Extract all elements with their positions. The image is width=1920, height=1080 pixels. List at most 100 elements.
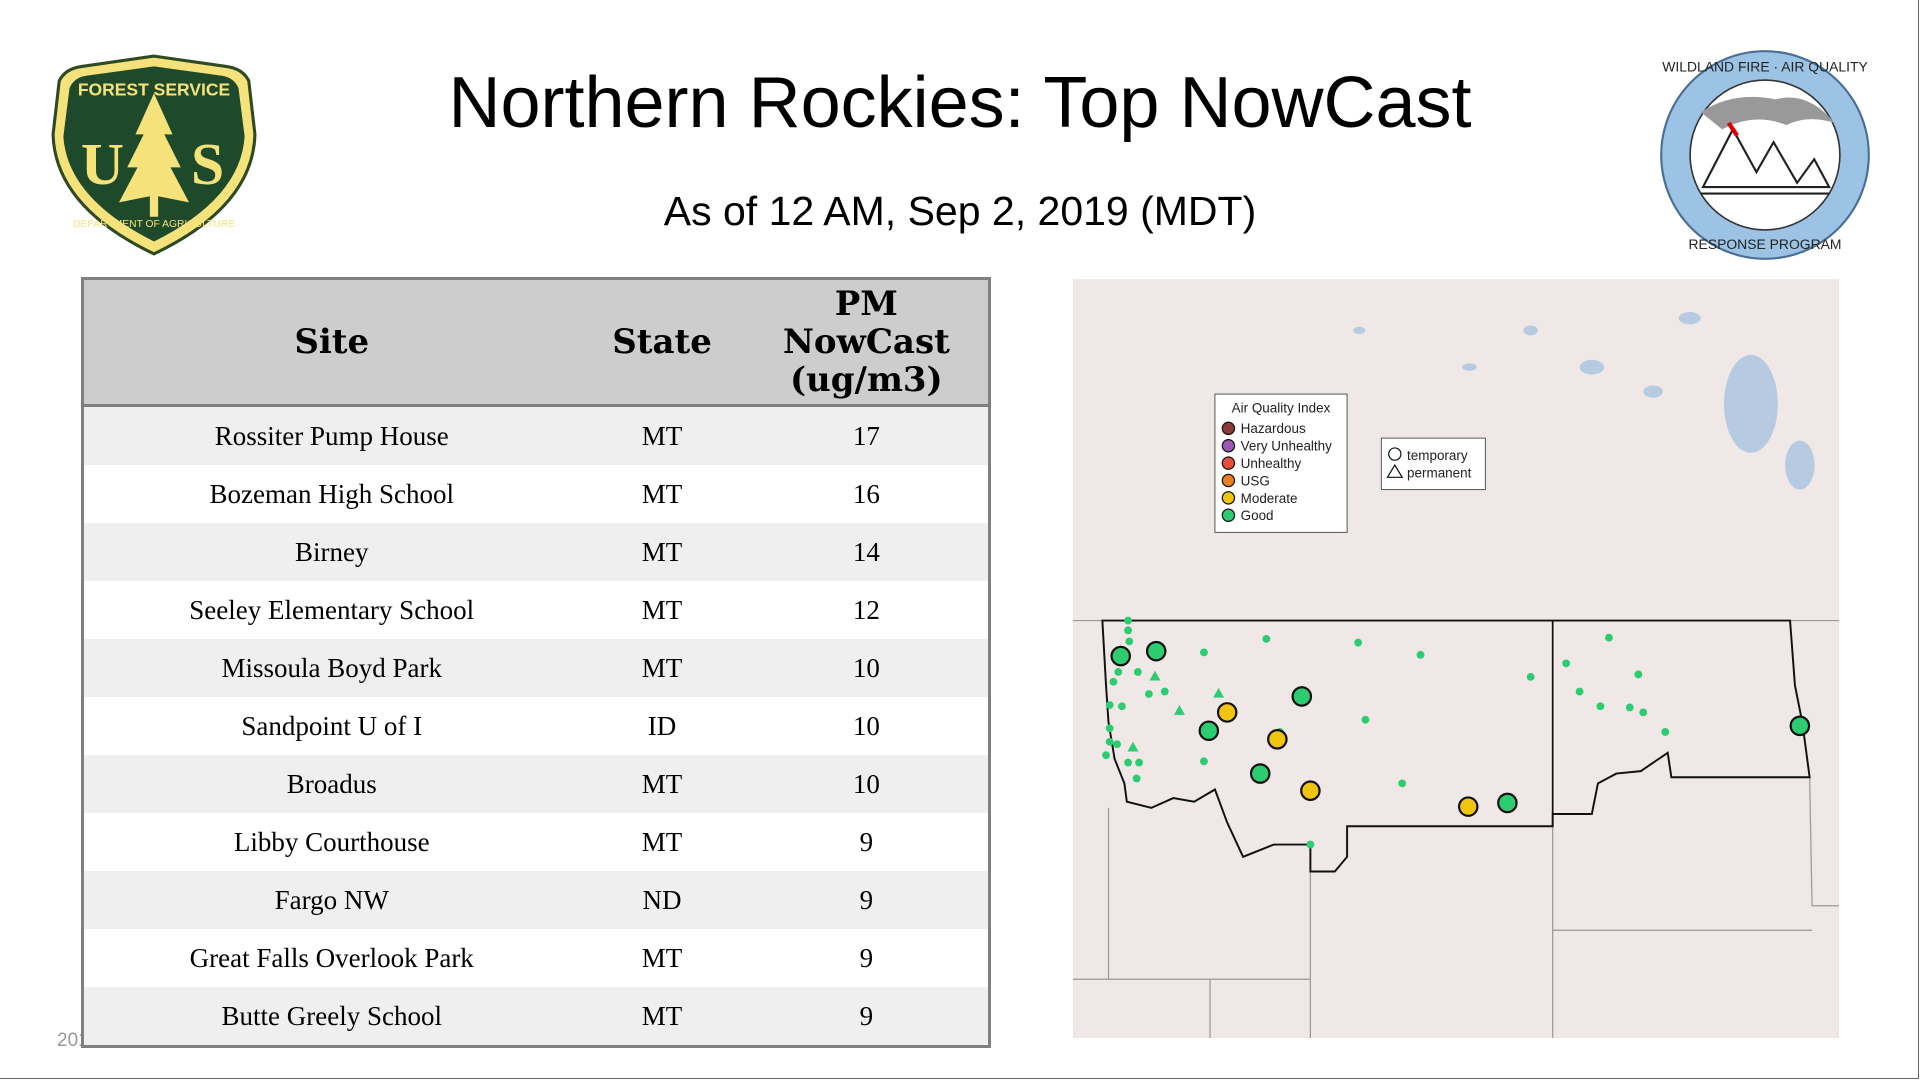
svg-text:DEPARTMENT OF AGRICULTURE: DEPARTMENT OF AGRICULTURE (73, 219, 235, 230)
table-row: Fargo NW ND 9 (82, 871, 990, 929)
cell-state: MT (579, 523, 745, 581)
station-marker-small (1639, 708, 1648, 717)
svg-text:RESPONSE PROGRAM: RESPONSE PROGRAM (1689, 236, 1842, 252)
column-header-state: State (579, 278, 745, 407)
station-marker-small (1306, 840, 1315, 849)
station-marker-top-site (1216, 702, 1238, 723)
legend-label: USG (1241, 473, 1270, 488)
station-marker-small (1596, 702, 1605, 711)
station-marker-small (1562, 659, 1571, 668)
aqi-map: Air Quality Index Hazardous Very Unhealth… (1073, 279, 1839, 1038)
station-marker-permanent (1173, 705, 1185, 715)
legend-label: Good (1241, 508, 1274, 523)
legend-label: Moderate (1241, 491, 1298, 506)
cell-site: Seeley Elementary School (82, 581, 580, 639)
station-marker-small (1105, 701, 1114, 709)
column-header-site: Site (82, 278, 580, 407)
legend-swatch-usg (1221, 473, 1236, 488)
station-marker-small (1102, 751, 1110, 760)
cell-value: 10 (744, 755, 990, 813)
cell-site: Broadus (82, 755, 580, 813)
column-header-nowcast-label: PM NowCast (ug/m3) (782, 284, 950, 400)
cell-state: MT (579, 987, 745, 1047)
cell-state: MT (579, 755, 745, 813)
table-row: Libby Courthouse MT 9 (82, 813, 990, 871)
circle-icon (1388, 447, 1402, 461)
station-marker-small (1661, 728, 1670, 736)
station-marker-small (1114, 668, 1123, 676)
station-marker-small (1160, 687, 1169, 696)
cell-site: Bozeman High School (82, 465, 580, 523)
table-row: Broadus MT 10 (82, 755, 990, 813)
cell-site: Fargo NW (82, 871, 580, 929)
station-marker-permanent (1149, 670, 1161, 681)
cell-value: 10 (744, 639, 990, 697)
station-marker-top-site (1249, 763, 1271, 784)
forest-service-logo: FOREST SERVICE U S DEPARTMENT OF AGRICUL… (51, 54, 257, 256)
station-marker-small (1605, 633, 1613, 642)
station-marker-small (1354, 638, 1363, 647)
station-marker-small (1262, 634, 1271, 643)
column-header-nowcast: PM NowCast (ug/m3) (744, 278, 990, 407)
station-marker-small (1105, 737, 1114, 746)
table-row: Bozeman High School MT 16 (82, 465, 990, 523)
cell-site: Great Falls Overlook Park (82, 929, 580, 987)
triangle-icon (1386, 463, 1404, 478)
cell-state: MT (579, 581, 745, 639)
wildland-fire-air-quality-logo: WILDLAND FIRE · AIR QUALITY RESPONSE PRO… (1660, 50, 1870, 260)
table-row: Sandpoint U of I ID 10 (82, 697, 990, 755)
cell-state: MT (579, 405, 745, 465)
station-marker-top-site (1145, 640, 1167, 662)
cell-value: 9 (744, 987, 990, 1047)
station-marker-small (1361, 715, 1370, 724)
table-row: Butte Greely School MT 9 (82, 987, 990, 1047)
station-marker-small (1416, 650, 1425, 659)
station-marker-small (1113, 740, 1121, 749)
svg-text:FOREST SERVICE: FOREST SERVICE (78, 79, 230, 99)
legend-swatch-hazardous (1221, 421, 1236, 436)
cell-state: MT (579, 813, 745, 871)
station-marker-top-site (1198, 720, 1220, 742)
station-marker-top-site (1291, 686, 1313, 707)
cell-value: 12 (744, 581, 990, 639)
legend-title: Air Quality Index (1232, 400, 1331, 415)
station-marker-small (1124, 626, 1132, 635)
table-row: Seeley Elementary School MT 12 (82, 581, 990, 639)
station-marker-small (1135, 758, 1143, 767)
legend-label: Hazardous (1241, 421, 1306, 436)
legend-label: Very Unhealthy (1241, 439, 1332, 454)
cell-state: ND (579, 871, 745, 929)
table-row: Missoula Boyd Park MT 10 (82, 639, 990, 697)
station-marker-small (1200, 757, 1208, 766)
cell-site: Birney (82, 523, 580, 581)
station-marker-small (1634, 670, 1643, 679)
legend-swatch-good (1221, 508, 1236, 523)
cell-value: 14 (744, 523, 990, 581)
station-marker-small (1144, 690, 1153, 698)
cell-value: 9 (744, 871, 990, 929)
station-marker-small (1625, 703, 1634, 712)
legend-swatch-very-unhealthy (1221, 439, 1236, 453)
cell-state: MT (579, 465, 745, 523)
station-marker-small (1200, 648, 1208, 657)
station-marker-small (1132, 774, 1141, 783)
station-marker-permanent (1213, 687, 1225, 698)
station-marker-top-site (1110, 645, 1132, 667)
svg-text:S: S (191, 131, 224, 197)
station-marker-small (1398, 779, 1407, 788)
page-subtitle: As of 12 AM, Sep 2, 2019 (MDT) (663, 188, 1257, 234)
shape-legend: temporary permanent (1380, 437, 1486, 491)
cell-value: 10 (744, 697, 990, 755)
legend-permanent: permanent (1407, 465, 1472, 480)
region-outline (1101, 619, 1811, 873)
cell-state: MT (579, 929, 745, 987)
cell-site: Missoula Boyd Park (82, 639, 580, 697)
station-marker-permanent (1127, 741, 1139, 752)
legend-label: Unhealthy (1241, 456, 1302, 471)
table-row: Birney MT 14 (82, 523, 990, 581)
station-marker-small (1109, 677, 1118, 686)
cell-value: 9 (744, 813, 990, 871)
station-marker-small (1105, 724, 1114, 733)
aqi-legend: Air Quality Index Hazardous Very Unhealth… (1214, 393, 1348, 533)
